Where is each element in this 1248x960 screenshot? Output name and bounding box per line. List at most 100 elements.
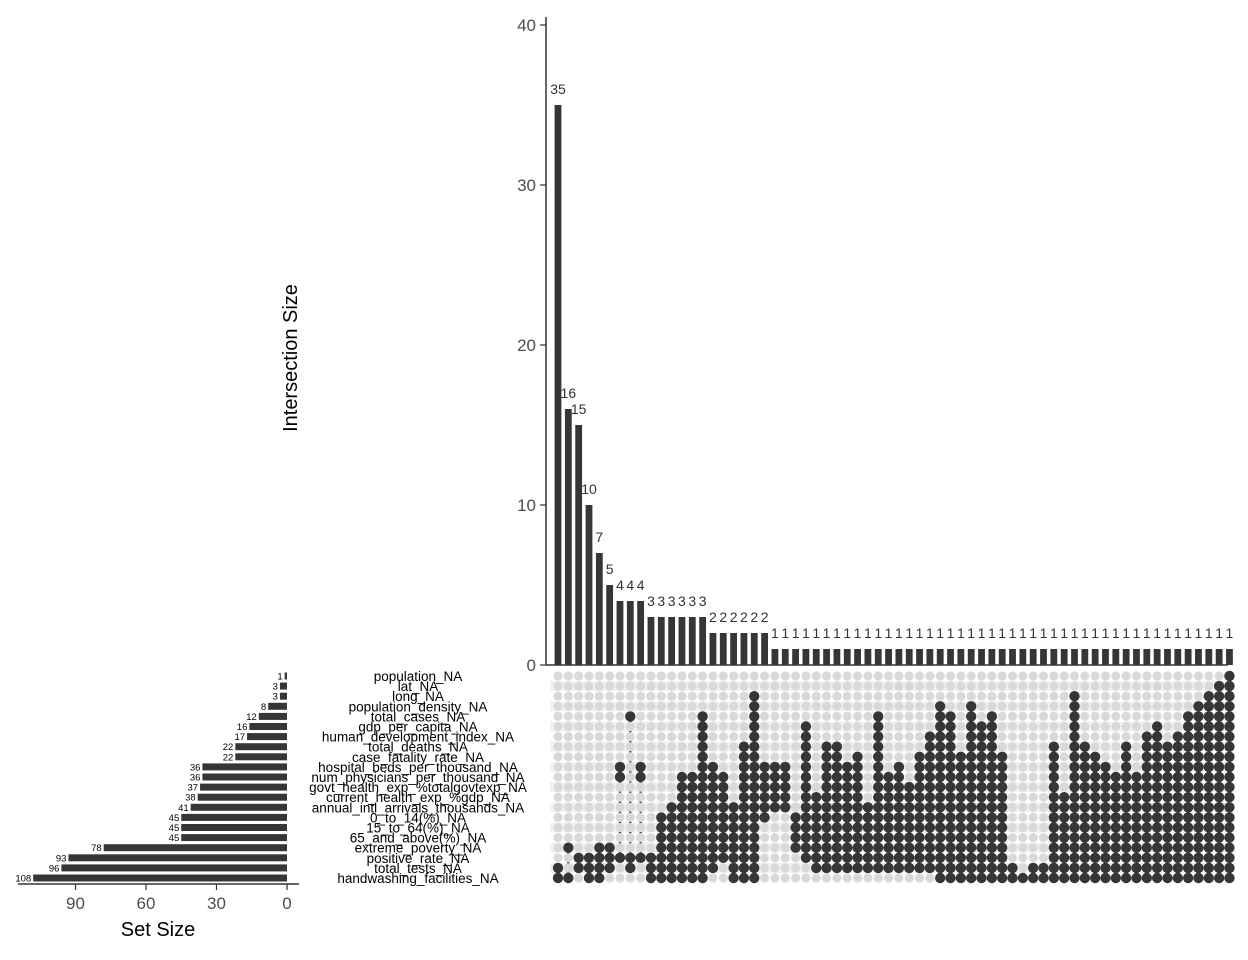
intersection-bar-label: 1 xyxy=(1215,625,1223,641)
matrix-dot-inactive xyxy=(770,742,780,752)
matrix-dot-inactive xyxy=(760,732,770,742)
matrix-dot-active xyxy=(852,781,863,793)
matrix-dot-inactive xyxy=(811,671,821,681)
matrix-dot-inactive xyxy=(594,691,604,701)
matrix-dot-inactive xyxy=(956,721,966,732)
matrix-dot-inactive xyxy=(594,742,604,752)
matrix-dot-inactive xyxy=(729,701,739,711)
matrix-dot-active xyxy=(738,751,750,762)
matrix-dot-active xyxy=(1162,872,1173,884)
matrix-dot-inactive xyxy=(677,762,687,772)
matrix-dot-inactive xyxy=(1007,833,1018,843)
matrix-dot-inactive xyxy=(770,732,780,742)
matrix-dot-active xyxy=(687,781,698,793)
set-size-bar xyxy=(258,712,287,720)
matrix-dot-inactive xyxy=(863,873,873,883)
matrix-dot-active xyxy=(1089,842,1101,853)
set-size-bar-label: 22 xyxy=(223,752,234,763)
matrix-dot-inactive xyxy=(739,711,749,722)
matrix-dot-inactive xyxy=(605,812,615,823)
matrix-dot-active xyxy=(707,812,719,823)
matrix-dot-inactive xyxy=(1142,721,1152,732)
matrix-dot-inactive xyxy=(1090,711,1100,722)
matrix-dot-inactive xyxy=(584,762,594,772)
set-size-bar-label: 38 xyxy=(185,793,196,804)
matrix-dot-inactive xyxy=(873,873,883,883)
matrix-dot-inactive xyxy=(636,671,646,681)
matrix-dot-inactive xyxy=(863,792,873,802)
intersection-bar-label: 1 xyxy=(1174,625,1182,641)
matrix-dot-active xyxy=(1131,771,1142,783)
matrix-dot-active xyxy=(893,832,905,843)
matrix-dot-inactive xyxy=(1018,671,1028,681)
matrix-dot-active xyxy=(563,872,574,884)
matrix-dot-active xyxy=(728,862,739,874)
matrix-dot-active xyxy=(749,832,760,843)
matrix-dot-active xyxy=(800,741,812,752)
matrix-dot-inactive xyxy=(935,671,945,681)
matrix-dot-inactive xyxy=(1028,792,1038,802)
matrix-dot-inactive xyxy=(625,762,635,772)
matrix-dot-inactive xyxy=(687,732,697,742)
matrix-dot-active xyxy=(924,802,936,813)
intersection-bar-label: 1 xyxy=(1102,625,1110,641)
matrix-dot-active xyxy=(718,781,729,793)
matrix-dot-inactive xyxy=(956,671,966,681)
intersection-bar-label: 1 xyxy=(1040,625,1048,641)
matrix-dot-inactive xyxy=(1173,681,1183,691)
matrix-dot-inactive xyxy=(1100,701,1111,711)
matrix-dot-active xyxy=(1172,751,1184,762)
matrix-dot-active xyxy=(1100,802,1111,813)
matrix-dot-inactive xyxy=(1049,671,1059,681)
matrix-dot-active xyxy=(749,862,760,874)
matrix-dot-inactive xyxy=(605,721,615,732)
matrix-dot-active xyxy=(1120,741,1132,752)
matrix-dot-active xyxy=(1131,812,1142,823)
intersection-bar-label: 1 xyxy=(1205,625,1213,641)
matrix-dot-inactive xyxy=(1018,802,1028,812)
set-name-label: 15_to_64(%)_NA xyxy=(366,821,470,836)
set-size-bar xyxy=(68,854,287,862)
matrix-dot-active xyxy=(976,862,987,874)
matrix-dot-active xyxy=(738,832,750,843)
matrix-dot-inactive xyxy=(760,843,770,853)
matrix-dot-inactive xyxy=(1142,711,1152,722)
matrix-dot-active xyxy=(1120,761,1132,773)
matrix-dot-inactive xyxy=(945,691,956,701)
matrix-dot-inactive xyxy=(976,671,987,681)
intersection-bar-label: 1 xyxy=(947,625,955,641)
matrix-dot-active xyxy=(800,731,812,742)
matrix-dot-active xyxy=(831,792,843,803)
matrix-dot-active xyxy=(1193,872,1204,884)
matrix-dot-inactive xyxy=(625,833,635,843)
matrix-dot-active xyxy=(1069,701,1080,712)
matrix-dot-active xyxy=(873,721,884,732)
matrix-dot-active xyxy=(976,802,987,813)
matrix-dot-active xyxy=(604,862,615,874)
intersection-bar-label: 1 xyxy=(823,625,831,641)
matrix-dot-inactive xyxy=(852,671,863,681)
matrix-dot-active xyxy=(1079,771,1091,783)
matrix-dot-inactive xyxy=(780,711,790,722)
matrix-dot-active xyxy=(966,842,977,853)
y-tick-label: 40 xyxy=(517,16,536,35)
matrix-dot-active xyxy=(914,771,925,783)
matrix-dot-active xyxy=(976,822,987,833)
matrix-dot-active xyxy=(707,822,719,833)
matrix-dot-inactive xyxy=(914,671,925,681)
matrix-dot-inactive xyxy=(1038,782,1049,792)
intersection-bar xyxy=(1071,649,1078,665)
set-size-bar-label: 8 xyxy=(261,702,266,713)
matrix-dot-inactive xyxy=(563,681,573,691)
matrix-dot-inactive xyxy=(1131,762,1142,772)
matrix-dot-inactive xyxy=(1090,681,1100,691)
matrix-dot-inactive xyxy=(687,671,697,681)
matrix-dot-active xyxy=(986,862,998,874)
matrix-dot-inactive xyxy=(563,691,573,701)
matrix-dot-active xyxy=(935,701,946,712)
matrix-dot-inactive xyxy=(615,752,625,762)
matrix-dot-active xyxy=(935,741,946,752)
matrix-dot-active xyxy=(1079,761,1091,773)
matrix-dot-inactive xyxy=(1100,732,1111,742)
matrix-dot-inactive xyxy=(718,691,728,701)
